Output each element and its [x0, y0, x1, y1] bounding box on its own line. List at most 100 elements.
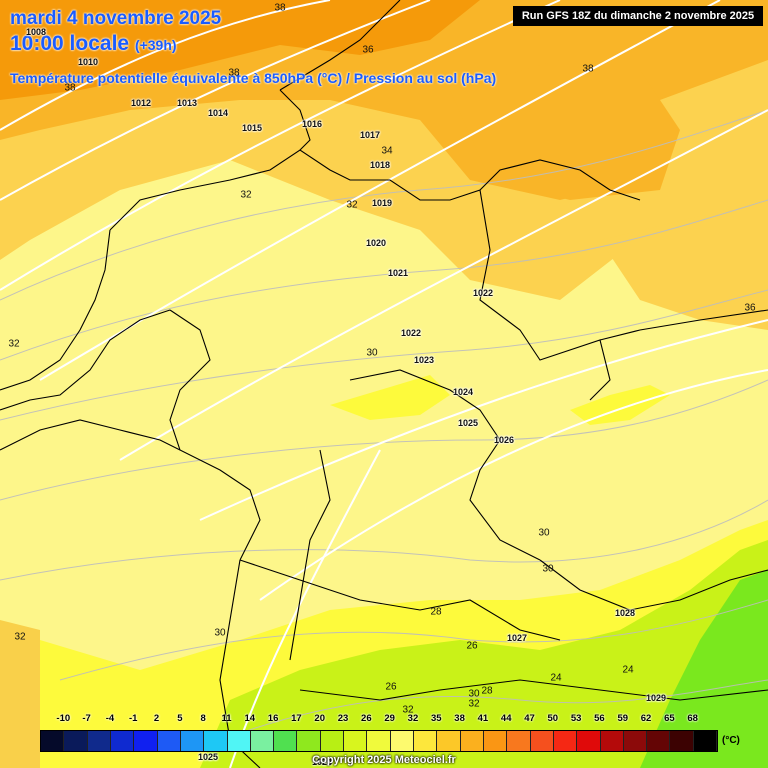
border-germany-west	[169, 309, 261, 561]
isobar-label: 1012	[130, 98, 152, 108]
isotherm-label: 32	[14, 631, 26, 643]
legend-swatch	[64, 731, 88, 751]
isotherm-label: 38	[228, 67, 240, 79]
legend-label: 11	[221, 713, 232, 724]
isobar-label: 1008	[25, 27, 47, 37]
legend-swatch	[157, 731, 181, 751]
isobar-label: 1029	[645, 693, 667, 703]
border-germany-czech	[349, 369, 541, 561]
run-info-box: Run GFS 18Z du dimanche 2 novembre 2025	[513, 6, 763, 26]
legend-label: -10	[56, 713, 71, 724]
isotherm-label: 32	[468, 698, 480, 710]
border-germany-belgium	[0, 309, 171, 411]
legend-label: -1	[129, 713, 138, 724]
isotherm-label: 36	[362, 44, 374, 56]
isotherm-label: 32	[346, 199, 358, 211]
isotherm-label: 24	[550, 672, 562, 684]
legend-swatch	[414, 731, 438, 751]
legend-swatch	[483, 731, 508, 751]
lead-time: (+39h)	[134, 37, 177, 53]
legend-label: -7	[82, 713, 91, 724]
zone-lime	[200, 540, 768, 768]
legend-label: 47	[524, 713, 535, 724]
zone-gold-east	[600, 200, 768, 330]
isobar-label: 1022	[400, 328, 422, 338]
legend-swatch	[134, 731, 158, 751]
forecast-time-text: 10:00 locale	[10, 32, 130, 55]
zone-yellow-patch2	[570, 385, 670, 425]
isobar-label: 1023	[413, 355, 435, 365]
legend-label: 8	[200, 713, 206, 724]
legend-swatch	[297, 731, 321, 751]
isobar-label: 1018	[369, 160, 391, 170]
isotherm-label: 30	[366, 347, 378, 359]
legend-color-bar	[40, 730, 718, 752]
legend-label: 20	[314, 713, 326, 724]
forecast-date: mardi 4 novembre 2025	[10, 8, 222, 29]
border-poland	[599, 309, 768, 341]
legend-label: 41	[477, 713, 489, 724]
isobar-label: 1019	[371, 198, 393, 208]
border-germany-east	[479, 189, 611, 401]
legend-swatch	[344, 731, 368, 751]
isotherm-label: 26	[385, 681, 397, 693]
legend-unit: (°C)	[722, 735, 740, 746]
legend-label: 2	[153, 713, 160, 724]
legend-swatch	[577, 731, 601, 751]
legend-swatch	[460, 731, 484, 751]
zone-gold-west	[0, 620, 40, 768]
legend-label: 14	[244, 713, 256, 724]
isobar-label: 1010	[77, 57, 99, 67]
legend-label: 44	[500, 713, 512, 724]
legend-swatch	[367, 731, 391, 751]
isobar-label: 1013	[176, 98, 198, 108]
legend-label: 65	[664, 713, 675, 724]
isotherm-label: 30	[468, 688, 480, 700]
legend-swatch	[437, 731, 461, 751]
border-rhine	[289, 449, 331, 661]
border-germany-austria	[239, 559, 561, 641]
legend-swatch	[227, 731, 251, 751]
zone-yellow-patch	[330, 375, 450, 420]
isobar-label: 1027	[506, 633, 528, 643]
legend-labels: -10 -7 -4 -1 2 5 8 11 14 16 17 20 23 26 29 32 35 38 41 44 47…	[40, 713, 720, 727]
legend-label: 38	[454, 713, 465, 724]
legend-label: -4	[105, 713, 115, 724]
isobar-label: 1028	[614, 608, 636, 618]
legend-swatch	[693, 731, 718, 751]
isotherm-label: 32	[8, 338, 20, 350]
isotherm-label: 30	[542, 563, 554, 575]
isobar-label: 1026	[493, 435, 515, 445]
isobar-label: 1014	[207, 108, 229, 118]
legend-label: 5	[177, 713, 183, 724]
zone-orange-east	[450, 60, 680, 200]
legend-swatch	[390, 731, 414, 751]
legend-swatch	[87, 731, 111, 751]
isobar-label: 1015	[241, 123, 263, 133]
border-czech-south	[539, 559, 768, 611]
legend-label: 56	[594, 713, 605, 724]
isotherm-label: 34	[381, 145, 393, 157]
legend-swatch	[274, 731, 298, 751]
legend-swatch	[530, 731, 554, 751]
isobar-label: 1025	[457, 418, 479, 428]
parameter-title: Température potentielle équivalente à 85…	[10, 70, 497, 86]
isotherm-label: 30	[214, 627, 226, 639]
isotherm-label: 36	[744, 302, 756, 314]
isobar-label: 1028	[311, 757, 333, 767]
isotherm-label: 32	[240, 189, 252, 201]
isobar-label: 1017	[359, 130, 381, 140]
isobar-label: 1020	[365, 238, 387, 248]
legend-label: 16	[267, 713, 279, 724]
legend-swatch	[507, 731, 531, 751]
isotherm-label: 30	[538, 527, 550, 539]
legend-label: 50	[547, 713, 559, 724]
legend-swatch	[320, 731, 345, 751]
border-austria-south	[299, 679, 768, 701]
isotherm-lines	[0, 109, 768, 741]
legend-label: 35	[430, 713, 442, 724]
isotherm-label: 38	[64, 82, 76, 94]
isotherm-label: 28	[481, 685, 493, 697]
